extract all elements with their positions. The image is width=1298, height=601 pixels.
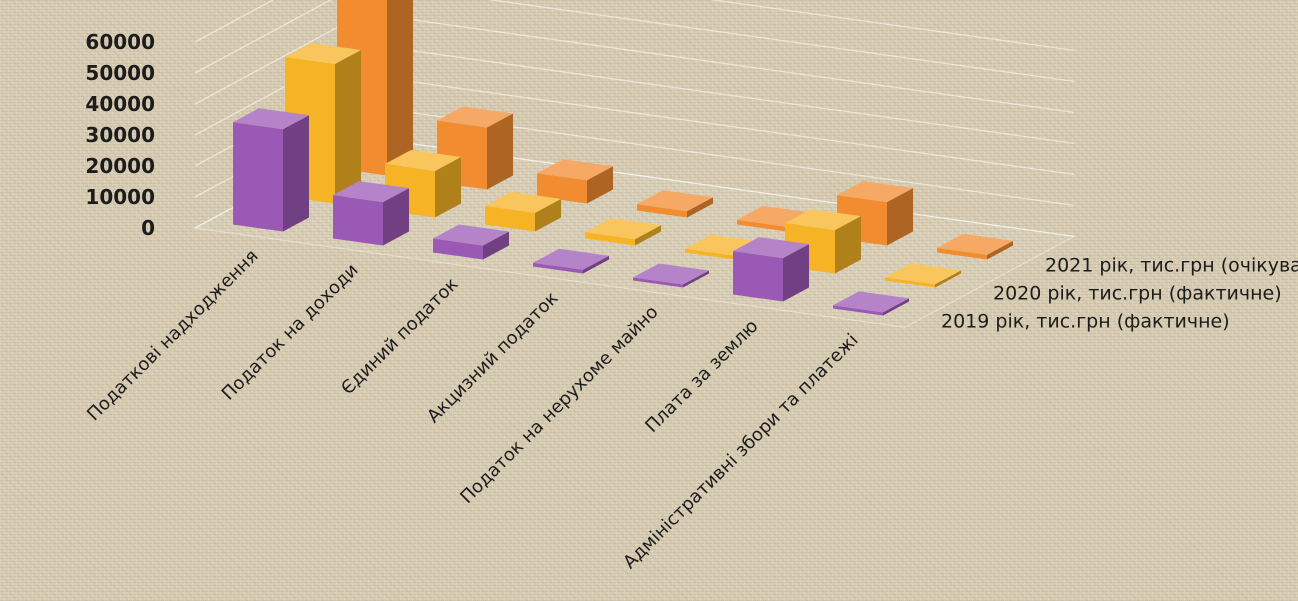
bar-front — [485, 205, 535, 232]
bars — [233, 0, 1013, 316]
bar — [433, 224, 509, 260]
bar — [733, 237, 809, 302]
bar-front — [685, 248, 735, 260]
bar-side — [683, 270, 709, 288]
bar-front — [537, 173, 587, 204]
bar-top — [285, 43, 361, 64]
bar — [633, 263, 709, 288]
bar-top — [637, 190, 713, 212]
bar-side — [835, 216, 861, 274]
y-tick-label: 0 — [141, 216, 155, 240]
gridline — [194, 0, 1075, 83]
series-labels: 2019 рік, тис.грн (фактичне) 2020 рік, ти… — [941, 254, 1298, 332]
bar-top — [785, 209, 861, 231]
bar-top — [385, 150, 461, 171]
bar-side — [483, 231, 509, 260]
bar — [937, 233, 1013, 260]
bar-side — [387, 0, 413, 176]
bar-side — [887, 188, 913, 246]
bar-front — [637, 204, 687, 218]
bar-top — [633, 263, 709, 285]
bar — [585, 218, 661, 246]
bar-top — [537, 159, 613, 181]
bar-front — [737, 219, 787, 232]
category-label: Єдиний податок — [337, 274, 462, 399]
bar-front — [833, 305, 883, 316]
bar-side — [283, 115, 309, 232]
gridline — [194, 0, 1075, 52]
bar-side — [783, 244, 809, 302]
bar-top — [885, 263, 961, 285]
bar — [437, 106, 513, 190]
bar-front — [533, 262, 583, 274]
bar — [333, 181, 409, 246]
series-label: 2020 рік, тис.грн (фактичне) — [993, 282, 1282, 304]
bar-top — [485, 191, 561, 213]
bar-side — [335, 50, 361, 204]
y-tick-label: 30000 — [85, 123, 155, 147]
y-tick-label: 10000 — [85, 185, 155, 209]
bar-top — [837, 181, 913, 203]
bar-side — [535, 198, 561, 232]
series-label: 2019 рік, тис.грн (фактичне) — [941, 310, 1230, 332]
bar-top — [833, 291, 909, 313]
bar-side — [583, 255, 609, 274]
bar-side — [687, 197, 713, 218]
bar-top — [333, 181, 409, 203]
bar-top — [433, 224, 509, 246]
bar-side — [587, 166, 613, 204]
bar-side — [487, 113, 513, 190]
bar — [885, 263, 961, 288]
bar-front — [885, 277, 935, 288]
y-tick-label: 40000 — [85, 92, 155, 116]
category-label: Податок на нерухоме майно — [456, 302, 662, 508]
bar-front — [733, 251, 783, 302]
bar-front — [633, 277, 683, 288]
bar-side — [883, 298, 909, 316]
bar — [833, 291, 909, 316]
category-label: Адміністративні збори та платежі — [619, 330, 862, 573]
bar — [533, 248, 609, 274]
bar — [637, 190, 713, 218]
bar-top — [585, 218, 661, 240]
bar-front — [233, 122, 283, 232]
bar-side — [435, 157, 461, 218]
bar-side — [987, 240, 1013, 260]
bar-top — [533, 248, 609, 270]
bar — [233, 108, 309, 232]
y-tick-label: 60000 — [85, 30, 155, 54]
bar-top — [437, 106, 513, 128]
category-label: Плата за землю — [641, 316, 762, 437]
bar — [537, 159, 613, 204]
bar-side — [935, 270, 961, 288]
bar-front — [937, 247, 987, 260]
y-tick-label: 50000 — [85, 61, 155, 85]
y-axis-ticks: 0 10000 20000 30000 40000 50000 60000 — [85, 30, 155, 240]
bar-side — [635, 225, 661, 246]
bar-front — [333, 195, 383, 246]
y-tick-label: 20000 — [85, 154, 155, 178]
category-label: Акцизний податок — [423, 288, 563, 428]
bar-front — [433, 238, 483, 260]
bar-side — [383, 188, 409, 246]
bar — [485, 191, 561, 232]
series-label: 2021 рік, тис.грн (очікуване) — [1045, 254, 1298, 276]
bar-top — [937, 233, 1013, 255]
bar-top — [233, 108, 309, 130]
bar-front — [585, 232, 635, 246]
bar-top — [733, 237, 809, 259]
